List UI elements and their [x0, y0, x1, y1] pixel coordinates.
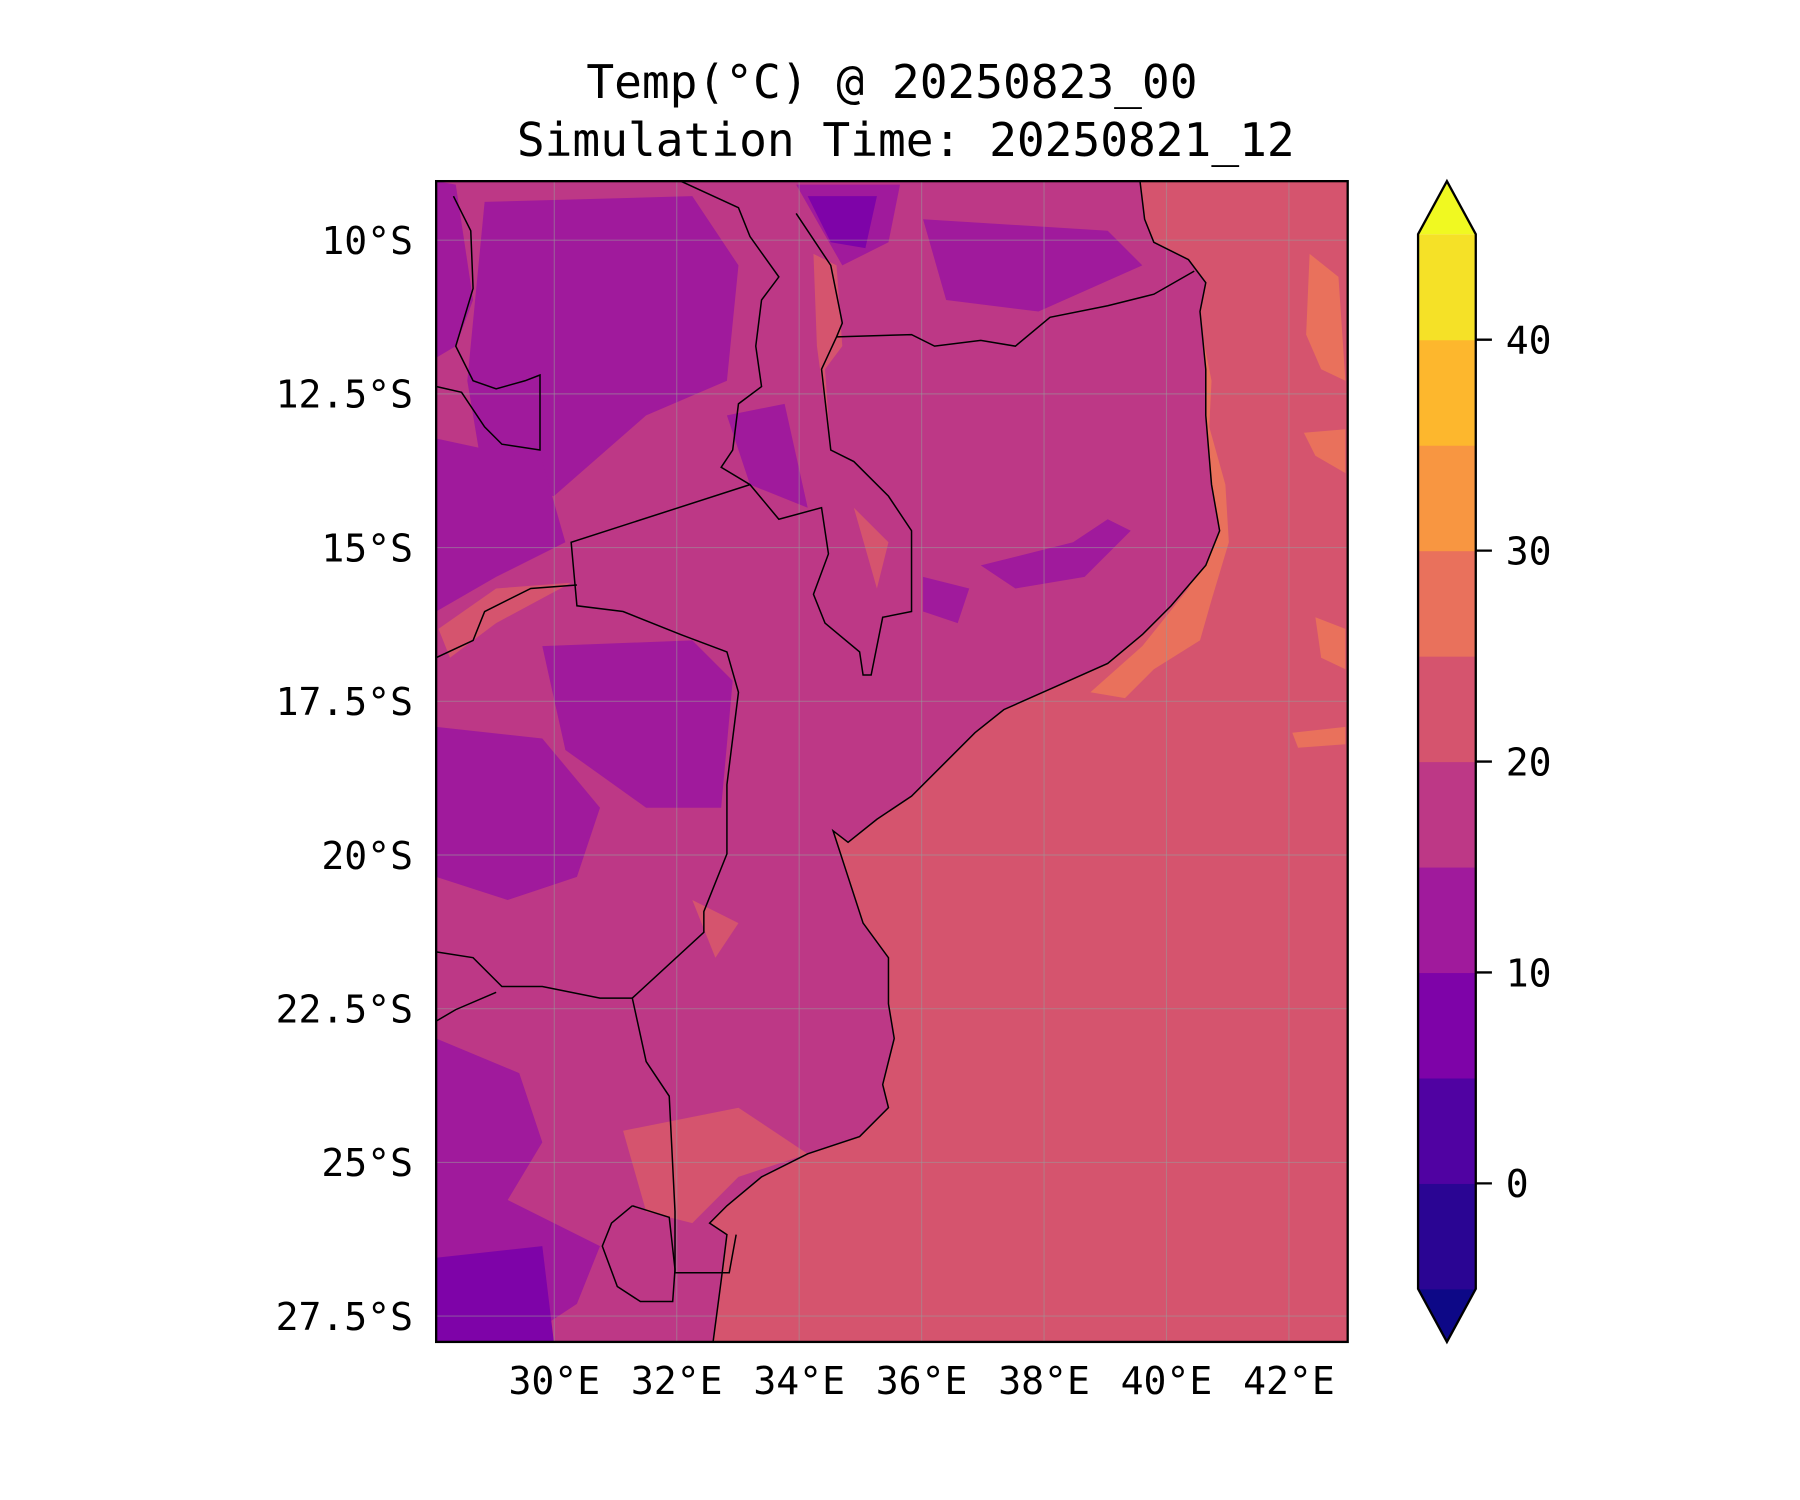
warm-sea-patch: [1315, 617, 1346, 670]
land-fill: [436, 181, 1220, 1342]
country-border: [436, 195, 541, 451]
x-tick-label: 40°E: [1121, 1359, 1213, 1403]
colorbar-outline: [1416, 178, 1477, 1345]
y-tick-label: 15°S: [321, 526, 413, 570]
cool-land-patch: [467, 196, 739, 497]
warm-land-patch: [438, 582, 572, 658]
colorbar-tick-label: 20: [1506, 740, 1552, 784]
cool-land-patch: [542, 640, 733, 808]
y-tick-label: 12.5°S: [276, 373, 414, 417]
y-tick-label: 10°S: [321, 219, 413, 263]
chart-title-line1: Temp(°C) @ 20250823_00: [586, 55, 1197, 109]
y-tick-label: 25°S: [321, 1141, 413, 1185]
chart-title-line2: Simulation Time: 20250821_12: [517, 113, 1295, 167]
colorbar-segment: [1418, 656, 1476, 763]
coastline: [708, 181, 1221, 1342]
x-tick-label: 30°E: [508, 1359, 600, 1403]
coastlines-and-borders: [436, 181, 1221, 1342]
colorbar-tick-label: 30: [1506, 529, 1552, 573]
cool-land-patch: [726, 403, 808, 508]
cool-land-patch: [436, 438, 566, 612]
colorbar-segment: [1418, 550, 1476, 657]
country-border: [436, 951, 737, 1274]
country-border: [570, 483, 751, 999]
map-frame: [434, 179, 1349, 1344]
warm-sea-patches: [1090, 253, 1346, 748]
cool-land-patch: [436, 726, 600, 900]
colorbar-segment: [1418, 1183, 1476, 1290]
warm-land-patch: [623, 1107, 808, 1224]
cool-land-patch: [436, 181, 474, 358]
cool-land-patch: [923, 219, 1143, 312]
colorbar-tick-label: 0: [1506, 1162, 1529, 1206]
colorbar-segment: [1418, 761, 1476, 868]
cool-land-patch: [923, 576, 970, 624]
cool-land-patch: [980, 519, 1131, 589]
colorbar-segment: [1418, 445, 1476, 552]
x-tick-label: 34°E: [753, 1359, 845, 1403]
warm-sea-patch: [1292, 726, 1346, 748]
country-border: [836, 270, 1195, 347]
country-border: [436, 991, 497, 1022]
warm-sea-patch: [1090, 323, 1229, 699]
y-tick-label: 17.5°S: [276, 680, 414, 724]
warm-sea-patch: [1303, 429, 1346, 474]
country-border: [680, 181, 913, 676]
colorbar: 0 10 20 30 40: [1416, 178, 1552, 1345]
y-tick-label: 20°S: [321, 834, 413, 878]
country-border: [601, 1205, 676, 1303]
y-axis-ticks: 10°S 12.5°S 15°S 17.5°S 20°S 22.5°S 25°S 27.5°S: [276, 219, 414, 1339]
map-area: [436, 181, 1348, 1342]
colorbar-extend-high: [1418, 181, 1476, 235]
cold-land-patch: [436, 1246, 554, 1342]
x-tick-label: 36°E: [876, 1359, 968, 1403]
land-temperature-patches: [436, 181, 1143, 1342]
colorbar-segment: [1418, 1077, 1476, 1184]
y-tick-label: 22.5°S: [276, 988, 414, 1032]
x-axis-ticks: 30°E 32°E 34°E 36°E 38°E 40°E 42°E: [508, 1359, 1334, 1403]
gridlines: [436, 181, 1348, 1342]
colorbar-segment: [1418, 867, 1476, 974]
colorbar-extend-low: [1418, 1288, 1476, 1342]
colorbar-tick-label: 40: [1506, 319, 1552, 363]
warm-sea-patch: [1306, 253, 1346, 381]
warm-land-patch: [813, 253, 843, 450]
x-tick-label: 32°E: [631, 1359, 723, 1403]
country-border: [436, 584, 577, 659]
cold-land-patch: [807, 196, 877, 249]
colorbar-segment: [1418, 339, 1476, 446]
y-tick-label: 27.5°S: [276, 1295, 414, 1339]
colorbar-segment: [1418, 972, 1476, 1079]
colorbar-tick-label: 10: [1506, 951, 1552, 995]
x-tick-label: 38°E: [998, 1359, 1090, 1403]
x-tick-label: 42°E: [1243, 1359, 1335, 1403]
colorbar-segment: [1418, 234, 1476, 341]
